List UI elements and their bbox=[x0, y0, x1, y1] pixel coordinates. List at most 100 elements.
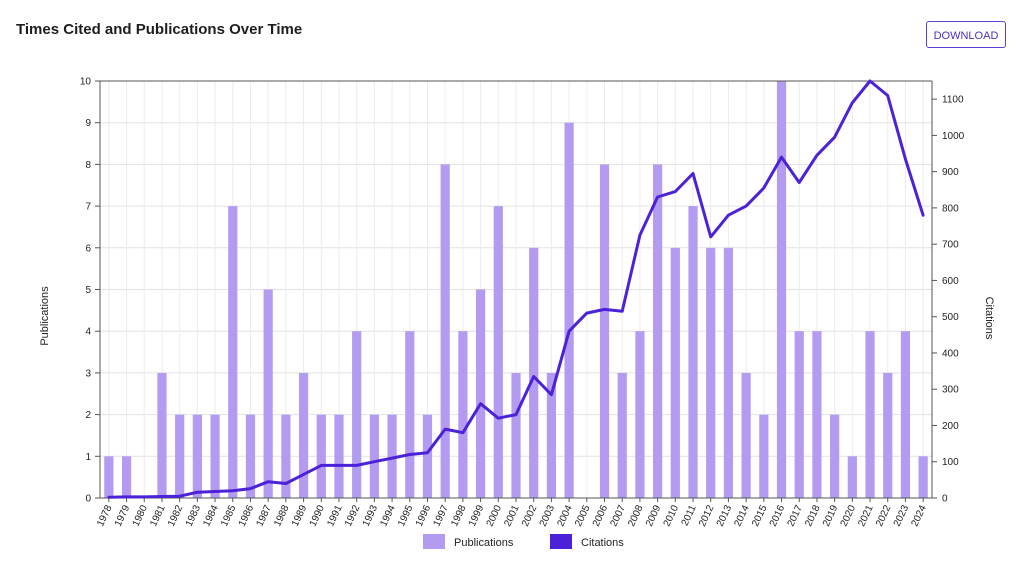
bar-publications-2015[interactable] bbox=[759, 414, 769, 498]
bar-publications-1981[interactable] bbox=[157, 372, 167, 498]
x-tick-label: 2000 bbox=[485, 503, 505, 528]
x-tick-label: 1978 bbox=[95, 503, 115, 528]
x-tick-label: 2024 bbox=[909, 503, 929, 528]
x-tick-label: 1992 bbox=[343, 503, 363, 528]
bar-publications-1993[interactable] bbox=[369, 414, 379, 498]
bar-publications-2019[interactable] bbox=[830, 414, 840, 498]
download-button[interactable]: DOWNLOAD bbox=[926, 21, 1006, 48]
bar-publications-2006[interactable] bbox=[599, 164, 610, 498]
right-tick-label: 500 bbox=[942, 312, 959, 323]
right-tick-label: 300 bbox=[942, 385, 959, 396]
x-tick-label: 2012 bbox=[697, 503, 717, 528]
right-tick-label: 1000 bbox=[942, 131, 965, 142]
bar-publications-2007[interactable] bbox=[617, 372, 627, 498]
bar-publications-2009[interactable] bbox=[653, 164, 663, 498]
bar-publications-2022[interactable] bbox=[883, 372, 893, 498]
x-tick-label: 2020 bbox=[839, 503, 859, 528]
bar-publications-1995[interactable] bbox=[405, 331, 415, 498]
x-tick-label: 1979 bbox=[113, 503, 133, 528]
x-tick-label: 1993 bbox=[361, 503, 381, 528]
y2-axis-title: Citations bbox=[983, 297, 995, 340]
bar-publications-2012[interactable] bbox=[706, 247, 716, 498]
bar-publications-2008[interactable] bbox=[635, 331, 645, 498]
x-tick-label: 2022 bbox=[874, 503, 894, 528]
left-tick-label: 8 bbox=[85, 160, 91, 171]
x-tick-label: 1980 bbox=[131, 503, 151, 528]
bar-publications-2024[interactable] bbox=[918, 456, 928, 498]
right-tick-label: 100 bbox=[942, 457, 959, 468]
x-tick-label: 2003 bbox=[538, 503, 558, 528]
x-tick-label: 1985 bbox=[219, 503, 239, 528]
bar-publications-2017[interactable] bbox=[794, 331, 804, 498]
bar-publications-1987[interactable] bbox=[263, 289, 273, 499]
bar-publications-1988[interactable] bbox=[281, 414, 291, 498]
bar-publications-1989[interactable] bbox=[298, 372, 309, 498]
bar-publications-1979[interactable] bbox=[121, 456, 132, 498]
x-tick-label: 2004 bbox=[555, 503, 575, 528]
left-tick-label: 9 bbox=[85, 118, 91, 129]
bar-publications-1997[interactable] bbox=[440, 164, 450, 498]
right-tick-label: 1100 bbox=[942, 95, 964, 106]
left-tick-label: 10 bbox=[80, 77, 92, 88]
bar-publications-1983[interactable] bbox=[192, 414, 202, 498]
bar-publications-1990[interactable] bbox=[316, 414, 326, 498]
bar-publications-1994[interactable] bbox=[387, 414, 397, 498]
bar-publications-1984[interactable] bbox=[210, 414, 220, 498]
bar-publications-2023[interactable] bbox=[900, 331, 911, 498]
x-tick-label: 2009 bbox=[644, 503, 664, 528]
x-tick-label: 2018 bbox=[803, 503, 823, 528]
citations-line[interactable] bbox=[107, 79, 925, 499]
bar-publications-1992[interactable] bbox=[352, 331, 362, 498]
bar-publications-2010[interactable] bbox=[670, 247, 680, 498]
legend-swatch-citations bbox=[550, 534, 572, 549]
left-tick-label: 6 bbox=[85, 243, 91, 254]
x-tick-label: 2006 bbox=[591, 503, 611, 528]
x-tick-label: 2013 bbox=[715, 503, 735, 528]
bar-publications-2018[interactable] bbox=[812, 331, 822, 498]
bar-publications-2013[interactable] bbox=[723, 247, 734, 498]
bar-publications-1982[interactable] bbox=[175, 414, 185, 498]
bar-publications-2002[interactable] bbox=[529, 247, 539, 498]
x-tick-label: 2015 bbox=[750, 503, 770, 528]
x-tick-label: 2016 bbox=[768, 503, 788, 528]
bar-publications-1998[interactable] bbox=[458, 331, 468, 498]
bar-publications-1986[interactable] bbox=[245, 414, 256, 498]
x-tick-label: 1990 bbox=[308, 503, 328, 528]
bar-publications-2003[interactable] bbox=[546, 372, 557, 498]
left-tick-label: 7 bbox=[85, 202, 91, 213]
bar-publications-2011[interactable] bbox=[688, 206, 698, 498]
chart-title: Times Cited and Publications Over Time bbox=[16, 21, 303, 38]
x-tick-label: 1988 bbox=[272, 503, 292, 528]
x-tick-label: 1991 bbox=[325, 503, 345, 528]
bar-publications-1985[interactable] bbox=[228, 206, 238, 498]
right-tick-label: 600 bbox=[942, 276, 959, 287]
x-tick-label: 2019 bbox=[821, 503, 841, 528]
bar-publications-2001[interactable] bbox=[511, 372, 521, 498]
left-tick-label: 4 bbox=[85, 327, 91, 338]
bar-publications-1991[interactable] bbox=[334, 414, 344, 498]
x-tick-label: 2010 bbox=[662, 503, 682, 528]
bar-publications-2020[interactable] bbox=[847, 456, 857, 498]
x-tick-label: 1987 bbox=[255, 503, 275, 528]
left-tick-label: 0 bbox=[85, 494, 91, 505]
x-tick-label: 1995 bbox=[396, 503, 416, 528]
x-tick-label: 1989 bbox=[290, 503, 310, 528]
x-tick-label: 2014 bbox=[732, 503, 752, 528]
bar-publications-1978[interactable] bbox=[104, 456, 114, 498]
bar-publications-1996[interactable] bbox=[422, 414, 433, 498]
bar-publications-2000[interactable] bbox=[493, 206, 503, 498]
bar-publications-2021[interactable] bbox=[865, 331, 875, 498]
x-tick-label: 2008 bbox=[626, 503, 646, 528]
right-tick-label: 800 bbox=[942, 203, 959, 214]
left-tick-label: 3 bbox=[85, 368, 91, 379]
x-tick-label: 1994 bbox=[378, 503, 398, 528]
x-tick-label: 1999 bbox=[467, 503, 487, 528]
legend-label-citations: Citations bbox=[581, 537, 624, 549]
bar-publications-2014[interactable] bbox=[741, 372, 751, 498]
bar-publications-2004[interactable] bbox=[564, 122, 574, 498]
right-tick-label: 700 bbox=[942, 240, 959, 251]
bar-publications-1999[interactable] bbox=[475, 289, 486, 499]
bar-publications-2016[interactable] bbox=[776, 81, 787, 498]
x-tick-label: 1997 bbox=[432, 503, 452, 528]
